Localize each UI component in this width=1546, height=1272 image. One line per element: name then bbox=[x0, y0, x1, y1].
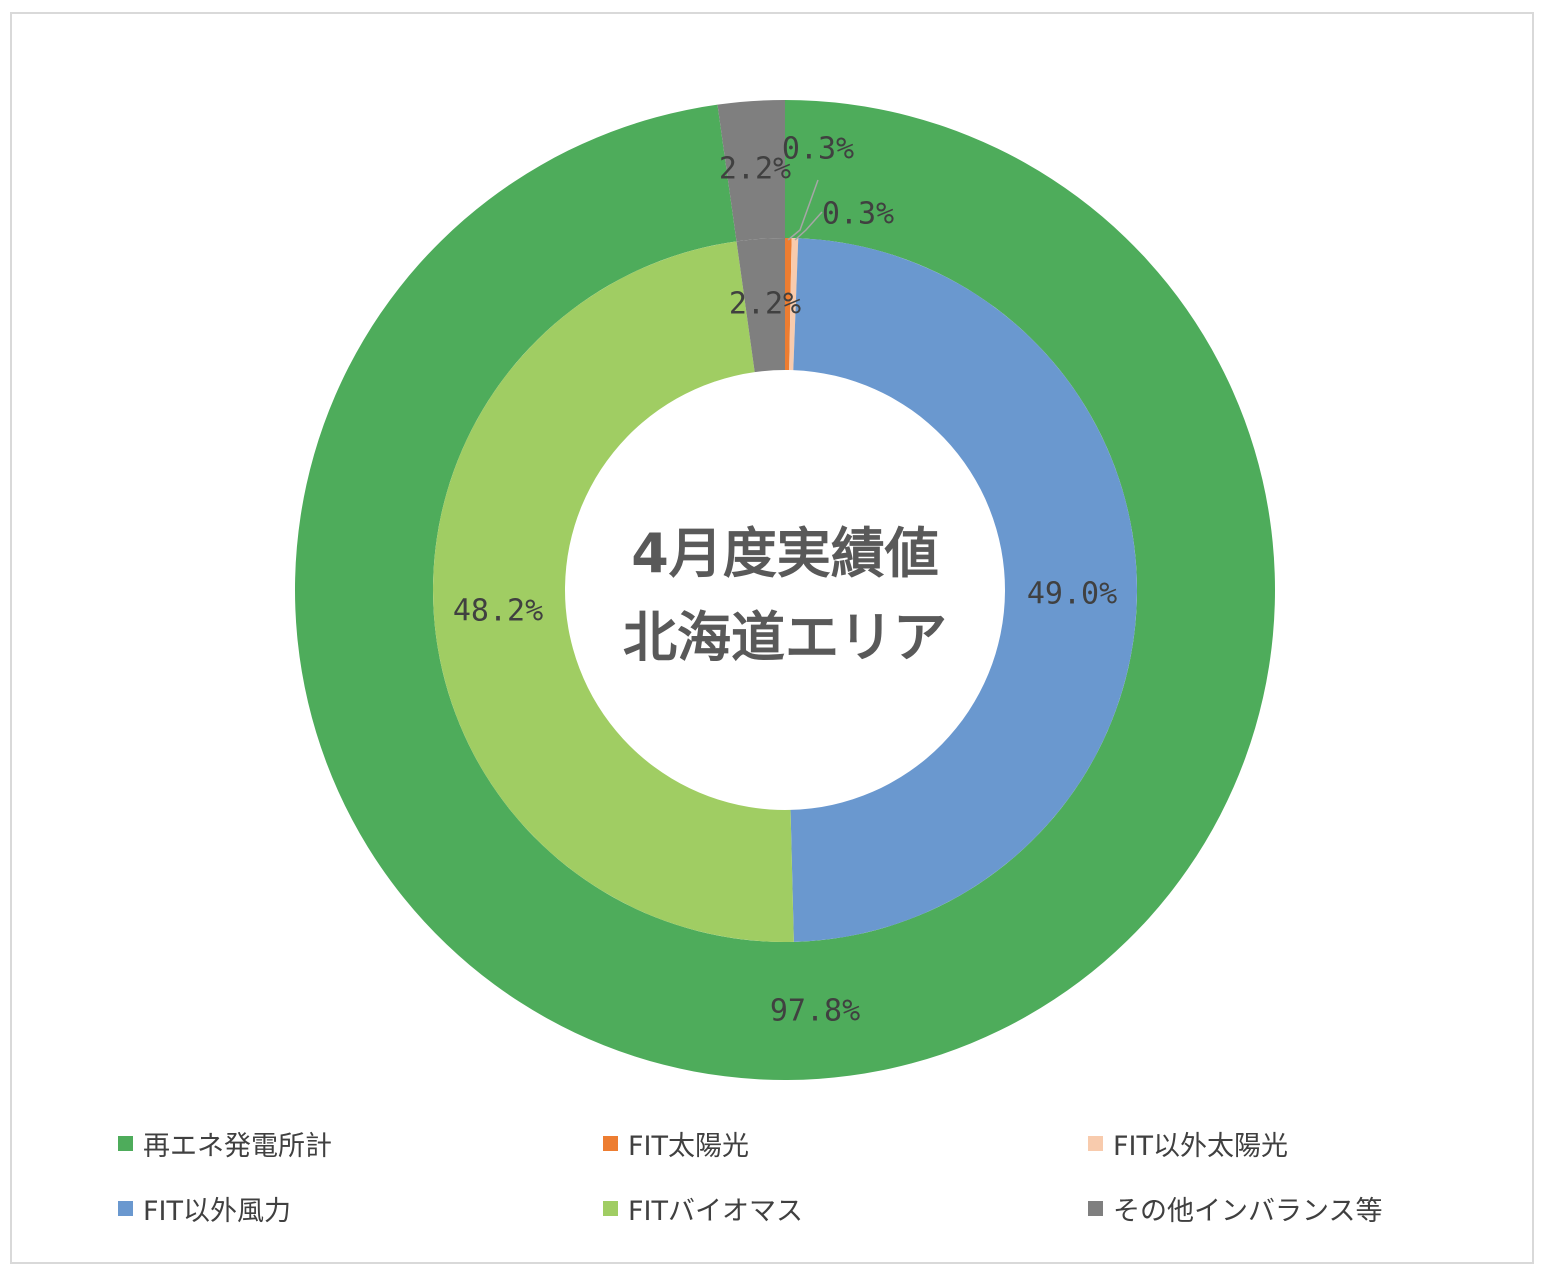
legend-swatch bbox=[1088, 1135, 1103, 1151]
leader-lines bbox=[787, 179, 823, 241]
legend-item-1[interactable]: FIT太陽光 bbox=[603, 1123, 749, 1163]
inner-label-4: 2.2% bbox=[729, 287, 801, 322]
outer-label-0: 97.8% bbox=[770, 994, 860, 1029]
legend-swatch bbox=[603, 1135, 618, 1151]
legend-item-3[interactable]: FIT以外風力 bbox=[118, 1188, 291, 1228]
inner-label-3: 48.2% bbox=[453, 594, 543, 629]
inner-slice-4[interactable] bbox=[736, 238, 785, 373]
legend-label: FIT太陽光 bbox=[628, 1130, 749, 1162]
center-title-line-1: 4月度実績値 bbox=[631, 522, 939, 585]
legend-item-4[interactable]: FITバイオマス bbox=[603, 1188, 803, 1228]
outer-label-1: 2.2% bbox=[719, 152, 791, 187]
legend-swatch bbox=[118, 1135, 133, 1151]
legend-item-2[interactable]: FIT以外太陽光 bbox=[1088, 1123, 1288, 1163]
legend-swatch bbox=[1088, 1200, 1103, 1216]
legend-item-5[interactable]: その他インバランス等 bbox=[1088, 1188, 1382, 1228]
legend-label: FITバイオマス bbox=[628, 1195, 803, 1227]
outer-slice-1[interactable] bbox=[717, 100, 785, 242]
data-labels: 97.8%2.2%0.3%0.3%49.0%48.2%2.2% bbox=[453, 132, 1117, 1029]
outer-ring bbox=[295, 100, 1275, 1080]
leader-line-0 bbox=[787, 179, 819, 241]
legend-label: FIT以外太陽光 bbox=[1113, 1130, 1288, 1162]
legend-label: その他インバランス等 bbox=[1113, 1195, 1383, 1227]
inner-slice-3[interactable] bbox=[432, 241, 794, 943]
legend-item-0[interactable]: 再エネ発電所計 bbox=[118, 1123, 332, 1163]
legend-label: FIT以外風力 bbox=[143, 1195, 291, 1227]
inner-slice-1[interactable] bbox=[789, 238, 799, 371]
inner-ring bbox=[432, 238, 1137, 943]
legend-label: 再エネ発電所計 bbox=[143, 1130, 332, 1162]
inner-label-2: 49.0% bbox=[1027, 577, 1117, 612]
leader-line-1 bbox=[794, 211, 823, 241]
legend-swatch bbox=[603, 1200, 618, 1216]
inner-slice-2[interactable] bbox=[790, 238, 1137, 942]
center-title-line-2: 北海道エリア bbox=[623, 606, 947, 669]
inner-label-1: 0.3% bbox=[822, 197, 894, 232]
legend-swatch bbox=[118, 1200, 133, 1216]
inner-label-0: 0.3% bbox=[782, 132, 854, 167]
inner-slice-0[interactable] bbox=[785, 238, 792, 371]
